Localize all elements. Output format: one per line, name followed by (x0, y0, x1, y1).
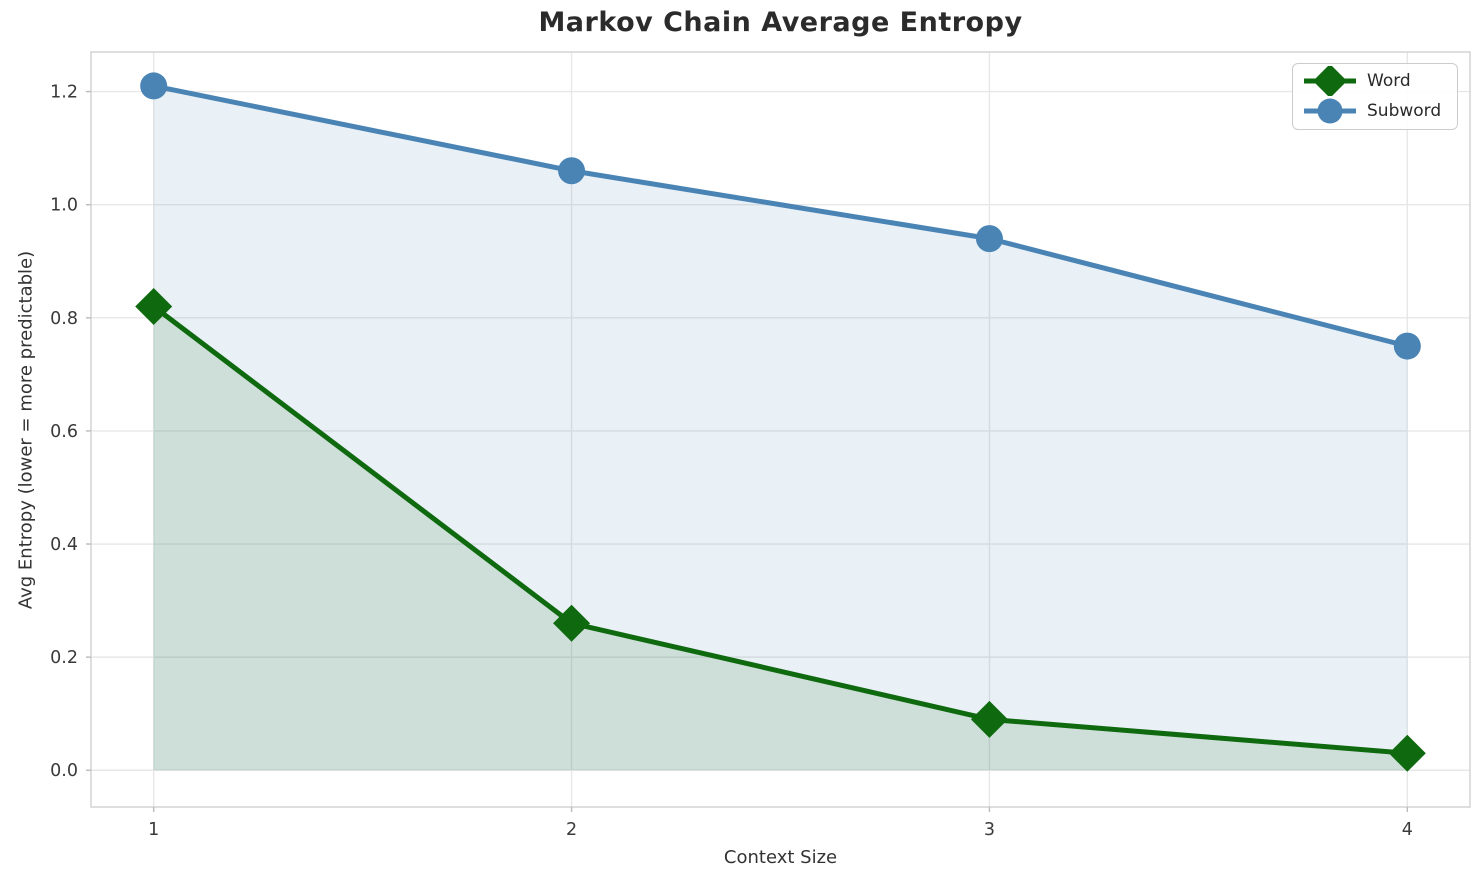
plot-background (91, 52, 1470, 807)
x-axis-label: Context Size (723, 847, 838, 868)
marker-circle (1393, 332, 1421, 360)
legend-marker-diamond-icon (1304, 66, 1356, 96)
y-tick-label: 0.4 (50, 535, 78, 555)
y-tick-label: 1.2 (50, 83, 78, 103)
legend-item-word: Word (1301, 66, 1457, 96)
area-fill-subword (153, 85, 1408, 771)
y-tick-label: 1.0 (50, 196, 78, 216)
marker-diamond (135, 287, 173, 325)
marker-diamond (970, 700, 1008, 738)
legend-label: Word (1367, 71, 1411, 91)
marker-diamond (553, 604, 591, 642)
series-line-word (151, 303, 1410, 756)
y-tick-label: 0.6 (50, 422, 78, 442)
marker-circle (140, 72, 168, 100)
y-tick-label: 0.0 (50, 761, 78, 781)
x-tick-label: 4 (1402, 820, 1413, 840)
y-tick-label: 0.2 (50, 648, 78, 668)
x-tick-label: 1 (148, 820, 159, 840)
plot-border (90, 51, 1471, 808)
legend-item-subword: Subword (1301, 96, 1457, 126)
legend-marker-circle-icon (1304, 98, 1356, 124)
area-fill-word (153, 306, 1408, 771)
legend: Word Subword (1292, 63, 1458, 130)
y-tick-label: 0.8 (50, 309, 78, 329)
x-tick-label: 2 (566, 820, 577, 840)
marker-circle (975, 225, 1003, 253)
x-tick-label: 3 (984, 820, 995, 840)
marker-circle (558, 157, 586, 185)
chart-title: Markov Chain Average Entropy (538, 7, 1023, 38)
legend-label: Subword (1367, 101, 1442, 121)
series-line-subword (151, 83, 1410, 349)
y-axis-label: Avg Entropy (lower = more predictable) (15, 250, 37, 610)
marker-diamond (1388, 734, 1426, 772)
